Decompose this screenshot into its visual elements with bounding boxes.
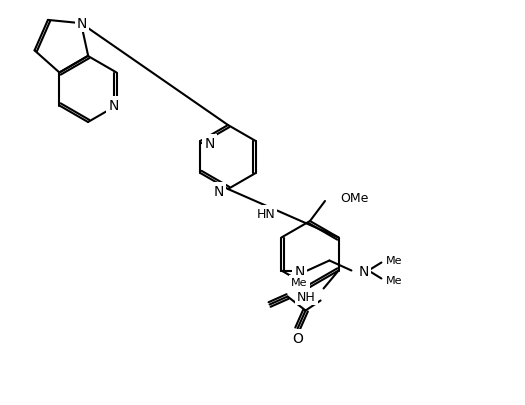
Text: N: N (77, 17, 87, 31)
Text: Me: Me (385, 276, 402, 286)
Text: N: N (204, 136, 215, 151)
Text: Me: Me (291, 278, 308, 288)
Text: N: N (108, 99, 119, 113)
Text: OMe: OMe (340, 192, 369, 205)
Text: O: O (292, 332, 303, 345)
Text: N: N (294, 264, 304, 278)
Text: NH: NH (297, 290, 316, 303)
Text: N: N (358, 264, 369, 278)
Text: Me: Me (385, 256, 402, 266)
Text: N: N (214, 185, 224, 198)
Text: HN: HN (257, 207, 275, 220)
